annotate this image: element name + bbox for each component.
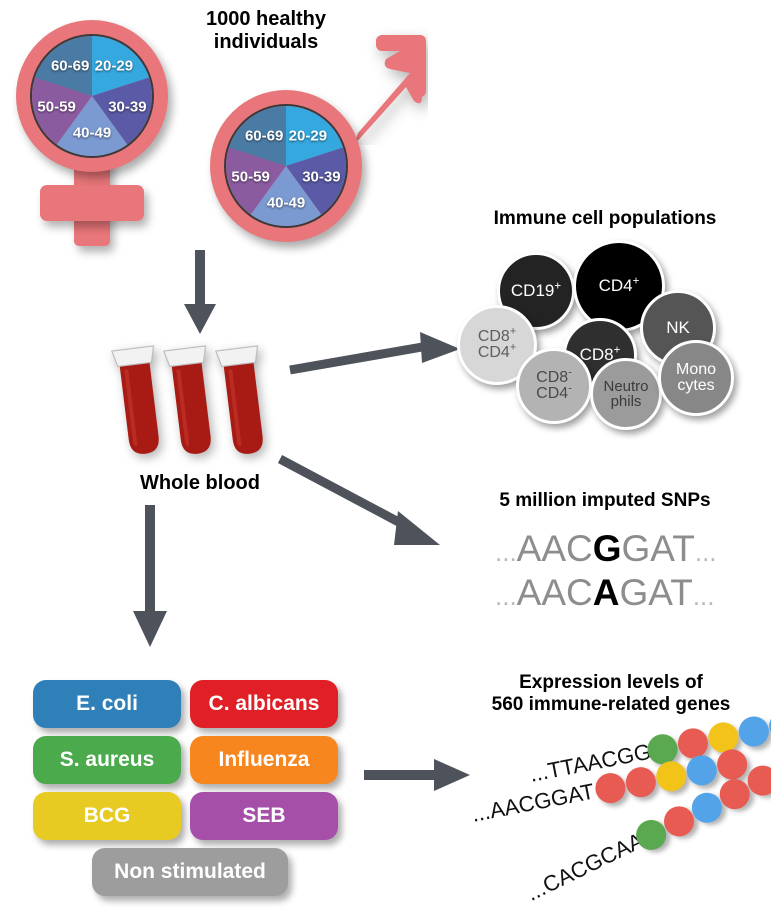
age-slice-60-69 xyxy=(228,106,286,166)
immune-cell-Neutrophils[interactable]: Neutro phils xyxy=(590,358,662,430)
gene-expression-bead xyxy=(592,770,628,806)
age-label-30-39: 30-39 xyxy=(108,98,147,116)
immune-cell-label-line2: cytes xyxy=(677,377,715,394)
immune-cell-label-line2: CD4- xyxy=(536,382,572,402)
female-age-pie-svg xyxy=(32,36,152,156)
snp-right-bases: GAT xyxy=(621,528,695,569)
age-slice-30-39 xyxy=(92,77,152,145)
arrow-stimuli-to-expression xyxy=(364,759,470,791)
stimulus-label: SEB xyxy=(242,804,286,827)
female-age-pie xyxy=(30,34,154,158)
immune-cell-label-line1: CD4+ xyxy=(598,275,640,296)
stimulus-non-stimulated[interactable]: Non stimulated xyxy=(92,848,288,896)
stimulus-label: Non stimulated xyxy=(114,860,266,883)
immune-cell-label-line1: CD8+ xyxy=(477,325,517,345)
snps-title: 5 million imputed SNPs xyxy=(499,490,711,511)
immune-cell-label-line2: CD4+ xyxy=(477,341,517,361)
age-slice-50-59 xyxy=(226,147,286,215)
immune-cell-label-line1: Neutro xyxy=(603,377,649,395)
immune-title: Immune cell populations xyxy=(493,208,717,229)
male-gender-symbol: 20-29 30-39 40-49 50-59 60-69 xyxy=(200,25,430,255)
age-label-20-29: 20-29 xyxy=(94,57,134,75)
blood-tubes xyxy=(110,330,290,470)
age-label-50-59: 50-59 xyxy=(231,168,270,186)
arrow-blood-to-immune xyxy=(289,332,460,375)
immune-cell-label-line1: CD8- xyxy=(536,366,572,386)
age-label-40-49: 40-49 xyxy=(72,124,112,142)
age-slice-30-39 xyxy=(286,147,346,215)
male-symbol-arrow xyxy=(354,35,426,145)
immune-cell-label-line2: phils xyxy=(610,393,642,410)
stimulus-label: Influenza xyxy=(218,748,310,771)
snp-variant-base: A xyxy=(592,572,620,613)
stimulus-label: S. aureus xyxy=(59,748,155,771)
stimulus-influenza[interactable]: Influenza xyxy=(190,736,338,784)
age-slice-40-49 xyxy=(56,96,128,156)
immune-cell-label-line1: Mono xyxy=(675,360,717,378)
snp-sequence-row: ...AACAGAT... xyxy=(495,572,714,614)
snp-suffix: ... xyxy=(692,581,715,611)
age-label-40-49: 40-49 xyxy=(266,194,306,212)
snp-variant-base: G xyxy=(592,528,622,569)
age-slice-20-29 xyxy=(286,106,344,166)
stimulus-label: BCG xyxy=(83,804,131,827)
stimulus-e-coli[interactable]: E. coli xyxy=(33,680,181,728)
immune-cell-label-line1: CD8+ xyxy=(579,344,621,365)
stimulus-label: C. albicans xyxy=(208,692,320,715)
snp-right-bases: GAT xyxy=(619,572,693,613)
arrow-blood-to-snps xyxy=(277,455,440,545)
female-symbol-crossbar xyxy=(40,185,144,221)
age-slice-20-29 xyxy=(92,36,150,96)
age-slice-50-59 xyxy=(32,77,92,145)
male-age-pie-svg xyxy=(226,106,346,226)
cohort-title-line2: individuals xyxy=(213,31,319,54)
stimulus-s-aureus[interactable]: S. aureus xyxy=(33,736,181,784)
age-label-60-69: 60-69 xyxy=(50,57,90,75)
immune-cell-Monocytes[interactable]: Mono cytes xyxy=(658,340,734,416)
age-slice-60-69 xyxy=(34,36,92,96)
age-label-50-59: 50-59 xyxy=(37,98,76,116)
age-label-30-39: 30-39 xyxy=(302,168,341,186)
age-label-20-29: 20-29 xyxy=(288,127,328,145)
snp-prefix: ... xyxy=(495,581,517,611)
arrow-blood-to-stimuli xyxy=(133,505,167,647)
stimulus-bcg[interactable]: BCG xyxy=(33,792,181,840)
arrow-cohort-to-blood xyxy=(184,250,216,334)
male-age-pie xyxy=(224,104,348,228)
immune-cell-label-line1: CD19+ xyxy=(510,280,562,301)
immune-cell-label-line1: NK xyxy=(666,318,690,338)
immune-cell-CD8posCD4pos[interactable]: CD8+ CD4+ xyxy=(457,305,537,385)
gene-expression-bead xyxy=(684,752,720,788)
snp-sequence-row: ...AACGGAT... xyxy=(495,528,717,570)
gene-expression-bead xyxy=(623,764,659,800)
stimulus-label: E. coli xyxy=(76,692,138,715)
age-slice-40-49 xyxy=(250,166,322,226)
stimulus-c-albicans[interactable]: C. albicans xyxy=(190,680,338,728)
expression-title-line2: 560 immune-related genes xyxy=(491,694,731,716)
stimulus-seb[interactable]: SEB xyxy=(190,792,338,840)
snp-left-bases: AAC xyxy=(516,528,593,569)
age-label-60-69: 60-69 xyxy=(244,127,284,145)
female-gender-symbol: 20-29 30-39 40-49 50-59 60-69 xyxy=(8,12,188,252)
dna-sequence-text: ...CACGCAA xyxy=(522,827,648,906)
cohort-title-line1: 1000 healthy xyxy=(205,8,327,30)
whole-blood-label: Whole blood xyxy=(140,472,260,494)
expression-title-line1: Expression levels of xyxy=(519,672,703,693)
snp-prefix: ... xyxy=(495,537,517,567)
immune-cell-CD8negCD4neg[interactable]: CD8- CD4- xyxy=(516,348,592,424)
cohort-title: 1000 healthy individuals xyxy=(178,8,354,55)
expression-title: Expression levels of 560 immune-related … xyxy=(455,672,767,716)
snp-left-bases: AAC xyxy=(516,572,593,613)
gene-expression-bead xyxy=(653,758,689,794)
snp-suffix: ... xyxy=(694,537,717,567)
